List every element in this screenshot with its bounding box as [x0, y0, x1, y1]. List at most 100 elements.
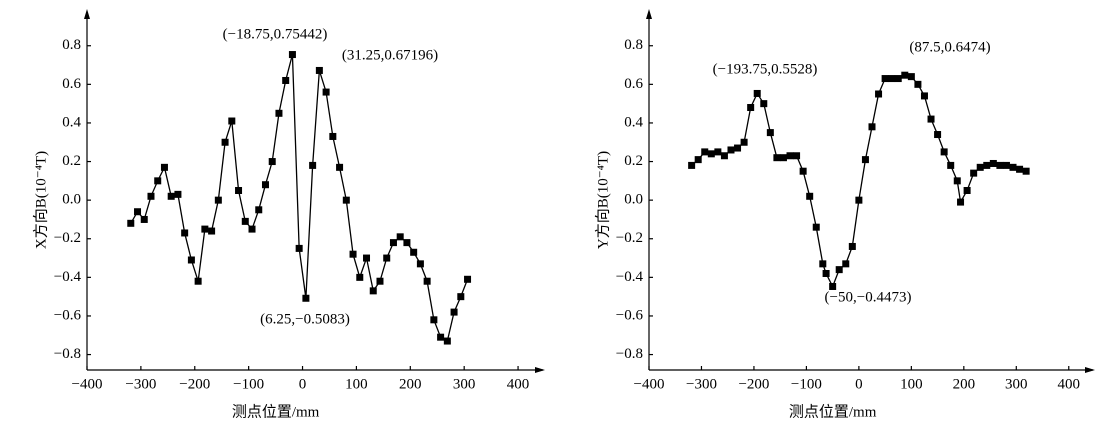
x-axis-label: 测点位置/mm — [232, 403, 320, 420]
data-point — [940, 148, 948, 156]
data-point — [927, 115, 935, 123]
data-point — [268, 158, 276, 166]
data-point — [934, 131, 942, 139]
data-point — [241, 217, 249, 225]
data-point — [282, 76, 290, 84]
data-point — [888, 75, 896, 83]
data-point — [983, 161, 991, 169]
data-point — [855, 196, 863, 204]
y-tick-label: 0.4 — [62, 114, 81, 130]
data-point — [773, 154, 781, 162]
data-point — [963, 187, 971, 194]
y-tick-label: 0.2 — [624, 153, 643, 169]
data-point — [799, 167, 807, 175]
data-point — [1009, 163, 1017, 171]
data-point — [383, 254, 391, 262]
annotation: (−193.75,0.5528) — [713, 61, 818, 77]
data-point — [907, 73, 915, 81]
data-point — [410, 248, 418, 256]
data-point — [235, 187, 243, 194]
data-point — [349, 250, 357, 258]
data-point — [416, 260, 424, 268]
x-axis-label: 测点位置/mm — [789, 403, 877, 420]
data-point — [154, 177, 162, 185]
data-point — [261, 181, 269, 189]
x-tick-label: 300 — [453, 376, 476, 392]
x-tick-label: 200 — [399, 376, 422, 392]
x-tick-label: −400 — [634, 376, 665, 392]
data-point — [720, 152, 728, 160]
data-point — [201, 225, 209, 233]
x-tick-label: 0 — [299, 376, 307, 392]
data-point — [793, 152, 801, 160]
x-tick-label: −200 — [738, 376, 769, 392]
y-axis-arrow — [646, 9, 652, 19]
annotation: (87.5,0.6474) — [909, 39, 990, 55]
data-point — [302, 294, 310, 302]
data-point — [861, 156, 869, 164]
data-point — [1016, 165, 1024, 173]
data-point — [819, 260, 827, 268]
data-point — [430, 316, 438, 324]
data-point — [457, 293, 465, 301]
x-tick-label: 400 — [507, 376, 530, 392]
x-axis-arrow — [1085, 367, 1095, 373]
y-tick-label: −0.2 — [616, 230, 643, 246]
data-point — [295, 244, 303, 252]
y-tick-label: 0.0 — [624, 192, 643, 208]
data-point — [835, 266, 843, 274]
data-point — [1022, 167, 1030, 175]
y-tick-label: 0.8 — [624, 37, 643, 53]
x-tick-label: 400 — [1058, 376, 1081, 392]
data-point — [875, 90, 883, 98]
x-tick-label: 100 — [345, 376, 368, 392]
data-point — [423, 277, 431, 285]
data-point — [829, 282, 837, 290]
data-point — [901, 71, 909, 79]
data-point — [694, 156, 702, 164]
x-tick-label: −400 — [72, 376, 103, 392]
x-tick-label: −100 — [791, 376, 822, 392]
x-tick-label: 100 — [900, 376, 923, 392]
x-axis-arrow — [535, 367, 545, 373]
y-axis-arrow — [84, 9, 90, 19]
data-point — [920, 92, 928, 100]
data-point — [322, 88, 330, 96]
data-point — [403, 239, 411, 247]
data-point — [812, 223, 820, 231]
data-point — [734, 144, 742, 152]
y-tick-label: 0.2 — [62, 153, 81, 169]
data-point — [342, 196, 350, 204]
data-point — [248, 225, 256, 233]
y-tick-label: 0.6 — [62, 76, 81, 92]
data-point — [881, 75, 889, 83]
data-point — [167, 192, 175, 200]
data-point — [753, 89, 761, 97]
x-tick-label: −200 — [179, 376, 210, 392]
data-point — [181, 229, 189, 237]
data-point — [389, 239, 397, 247]
x-tick-label: −300 — [686, 376, 717, 392]
data-point — [970, 169, 978, 177]
data-point — [947, 161, 955, 169]
y-tick-label: −0.4 — [54, 269, 82, 285]
data-point — [707, 150, 715, 158]
data-point — [376, 277, 384, 285]
x-tick-label: 200 — [953, 376, 976, 392]
data-point — [842, 260, 850, 268]
data-point — [450, 308, 458, 316]
data-point — [187, 256, 195, 264]
x-tick-label: −100 — [233, 376, 264, 392]
x-tick-label: 300 — [1005, 376, 1028, 392]
data-point — [160, 163, 168, 171]
data-point — [194, 277, 202, 285]
annotation: (6.25,−0.5083) — [260, 311, 350, 327]
data-line — [691, 74, 1027, 289]
data-point — [786, 152, 794, 160]
annotation: (31.25,0.67196) — [342, 47, 438, 63]
x-tick-label: 0 — [855, 376, 863, 392]
y-tick-label: 0.8 — [62, 37, 81, 53]
data-point — [806, 192, 814, 200]
data-point — [443, 337, 451, 345]
data-point — [309, 161, 317, 169]
